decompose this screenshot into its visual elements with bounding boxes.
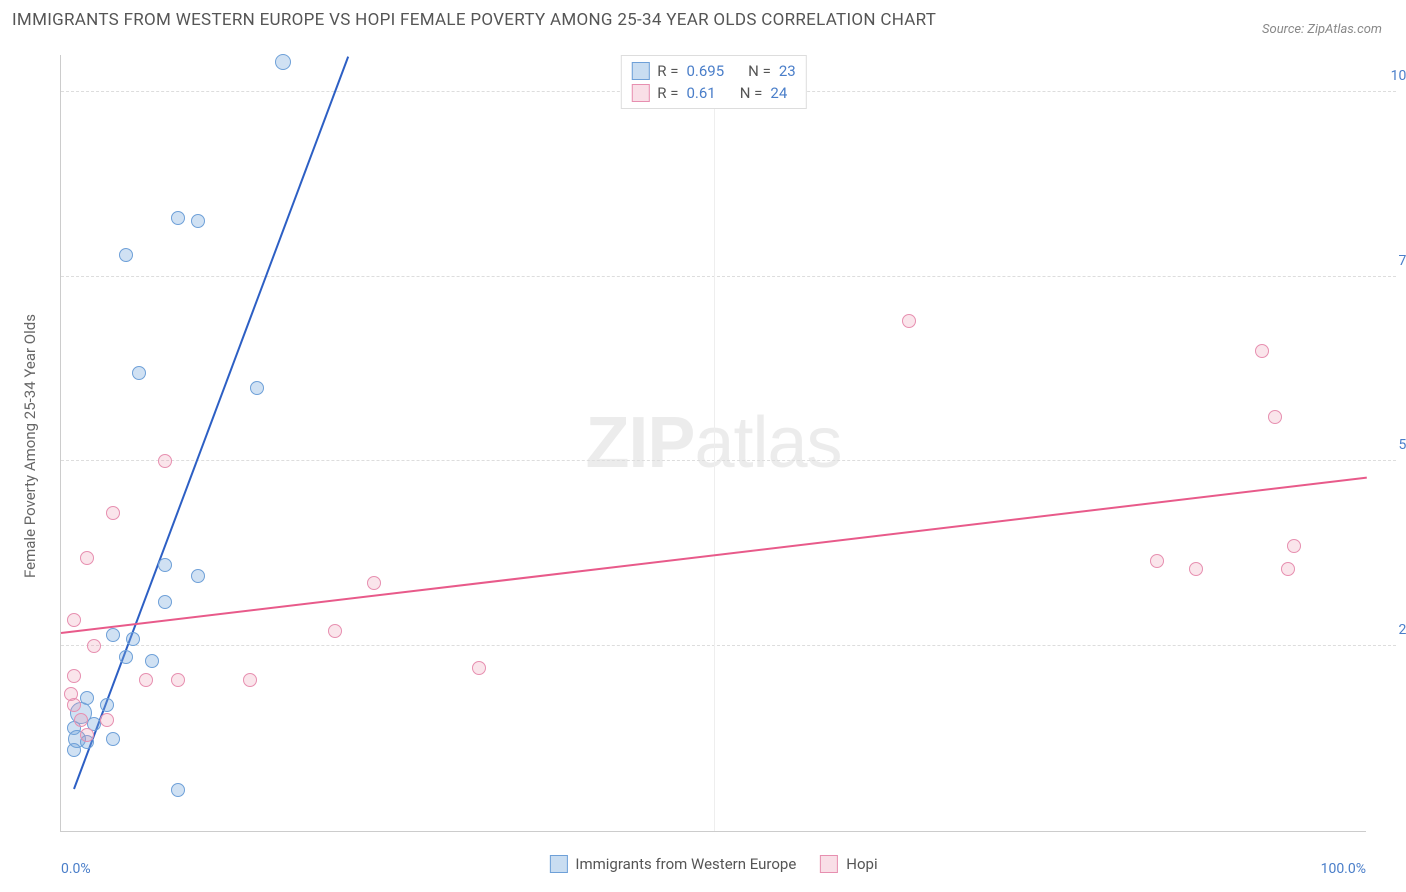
data-point — [158, 454, 172, 468]
data-point — [328, 624, 342, 638]
legend-item-series-2: Hopi — [820, 855, 877, 873]
data-point — [367, 576, 381, 590]
x-tick-label: 0.0% — [61, 861, 91, 877]
data-point — [132, 366, 146, 380]
data-point — [106, 732, 120, 746]
data-point — [472, 661, 486, 675]
legend-item-series-1: Immigrants from Western Europe — [549, 855, 796, 873]
chart-title: IMMIGRANTS FROM WESTERN EUROPE VS HOPI F… — [10, 10, 1396, 30]
data-point — [126, 632, 140, 646]
legend-swatch-1 — [631, 62, 649, 80]
y-tick-label: 75.0% — [1398, 253, 1406, 269]
data-point — [171, 673, 185, 687]
data-point — [1281, 562, 1295, 576]
data-point — [158, 595, 172, 609]
y-tick-label: 25.0% — [1398, 622, 1406, 638]
gridline-h — [61, 645, 1396, 646]
data-point — [119, 248, 133, 262]
data-point — [1255, 344, 1269, 358]
data-point — [158, 558, 172, 572]
data-point — [191, 569, 205, 583]
y-tick-label: 50.0% — [1398, 437, 1406, 453]
data-point — [171, 211, 185, 225]
gridline-v — [714, 55, 715, 831]
chart-container: IMMIGRANTS FROM WESTERN EUROPE VS HOPI F… — [10, 10, 1396, 882]
data-point — [250, 381, 264, 395]
y-tick-label: 100.0% — [1391, 68, 1406, 84]
data-point — [80, 728, 94, 742]
data-point — [275, 54, 291, 70]
data-point — [1189, 562, 1203, 576]
data-point — [106, 506, 120, 520]
data-point — [80, 551, 94, 565]
data-point — [1150, 554, 1164, 568]
data-point — [145, 654, 159, 668]
data-point — [87, 639, 101, 653]
data-point — [1287, 539, 1301, 553]
data-point — [139, 673, 153, 687]
data-point — [67, 669, 81, 683]
legend-row-series-2: R = 0.61 N = 24 — [631, 82, 795, 104]
gridline-h — [61, 460, 1396, 461]
legend-swatch-2 — [820, 855, 838, 873]
correlation-legend: R = 0.695 N = 23 R = 0.61 N = 24 — [620, 55, 806, 109]
data-point — [243, 673, 257, 687]
data-point — [119, 650, 133, 664]
gridline-h — [61, 276, 1396, 277]
y-axis-label: Female Poverty Among 25-34 Year Olds — [21, 314, 39, 578]
source-attribution: Source: ZipAtlas.com — [1262, 22, 1382, 37]
plot-area: ZIPatlas R = 0.695 N = 23 R = 0.61 N = 2… — [60, 55, 1366, 832]
data-point — [902, 314, 916, 328]
trend-line-series-1 — [73, 56, 349, 789]
data-point — [67, 698, 81, 712]
data-point — [67, 743, 81, 757]
data-point — [1268, 410, 1282, 424]
legend-swatch-2 — [631, 84, 649, 102]
data-point — [191, 214, 205, 228]
data-point — [74, 713, 88, 727]
data-point — [67, 613, 81, 627]
data-point — [106, 628, 120, 642]
series-legend: Immigrants from Western Europe Hopi — [549, 855, 877, 873]
legend-swatch-1 — [549, 855, 567, 873]
data-point — [100, 698, 114, 712]
x-tick-label: 100.0% — [1321, 861, 1366, 877]
data-point — [171, 783, 185, 797]
data-point — [100, 713, 114, 727]
legend-row-series-1: R = 0.695 N = 23 — [631, 60, 795, 82]
